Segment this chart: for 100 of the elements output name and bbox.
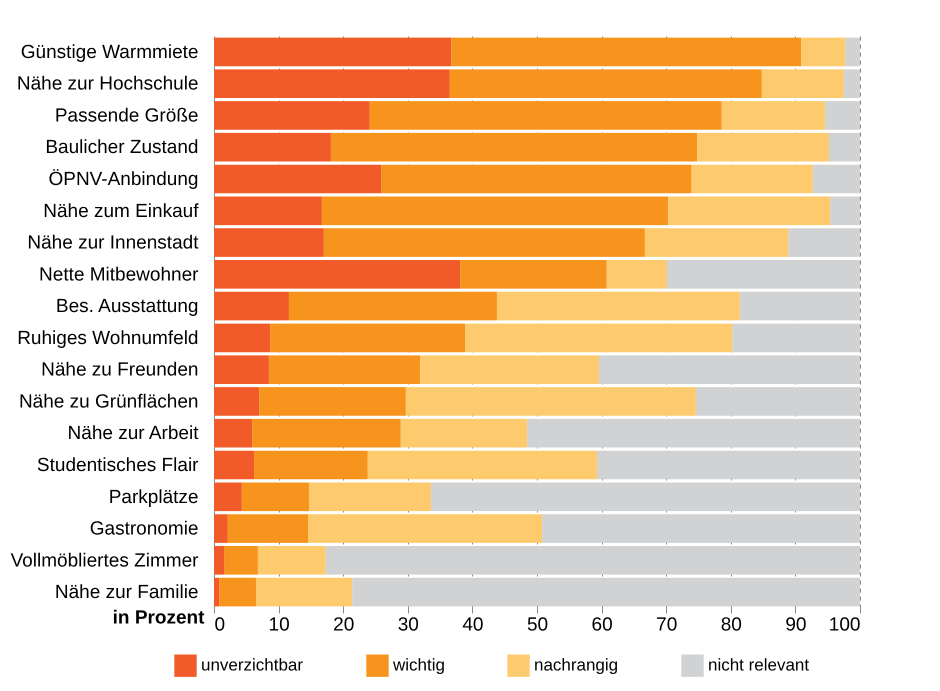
bar <box>214 387 260 416</box>
y-tick-label: Nähe zum Einkauf <box>43 200 200 222</box>
y-tick-label: Gastronomie <box>90 518 198 540</box>
bar <box>812 164 860 194</box>
bar <box>370 101 722 130</box>
y-tick-label: Nähe zur Familie <box>54 582 198 604</box>
y-tick-label: Studentisches Flair <box>36 455 200 476</box>
bar <box>644 228 788 257</box>
bar <box>845 38 860 66</box>
bar <box>740 292 860 320</box>
bar <box>326 546 860 575</box>
bar <box>214 578 220 606</box>
bar <box>696 387 860 416</box>
bar <box>288 292 497 320</box>
bar <box>460 260 607 289</box>
bar <box>606 260 667 289</box>
bar <box>830 196 860 226</box>
legend-label: nachrangig <box>534 656 618 675</box>
legend-label: wichtig <box>392 656 445 675</box>
bar <box>542 514 860 543</box>
x-tick-label: 60 <box>592 614 613 636</box>
bar <box>308 514 542 543</box>
bar <box>214 450 254 480</box>
bar <box>214 164 382 194</box>
y-tick-label: Parkplätze <box>108 486 198 508</box>
bar <box>697 132 829 162</box>
bar <box>527 418 860 448</box>
bar <box>420 355 600 384</box>
bar <box>254 450 368 480</box>
bar <box>308 482 432 512</box>
legend-label: nicht relevant <box>708 656 810 675</box>
bar <box>450 69 762 98</box>
bar <box>668 196 830 226</box>
bar <box>828 132 860 162</box>
bar <box>368 450 598 480</box>
bar <box>352 578 860 606</box>
bar <box>214 196 322 226</box>
bar <box>259 387 406 416</box>
y-tick-label: Bes. Ausstattung <box>56 296 198 318</box>
bar <box>722 101 826 130</box>
bar <box>691 164 813 194</box>
bar <box>214 38 452 66</box>
y-tick-label: Ruhiges Wohnumfeld <box>17 328 198 349</box>
bar <box>219 578 256 606</box>
bar <box>214 482 242 512</box>
bar <box>451 38 802 66</box>
bar <box>258 546 326 575</box>
bar <box>381 164 692 194</box>
bar <box>214 418 252 448</box>
bar <box>214 228 324 257</box>
bar <box>406 387 696 416</box>
bar <box>465 324 732 352</box>
bar <box>599 355 860 384</box>
bar <box>214 69 450 98</box>
bar <box>242 482 309 512</box>
bar <box>224 546 258 575</box>
bar <box>214 514 228 543</box>
y-tick-label: ÖPNV-Anbindung <box>48 169 198 190</box>
bar <box>324 228 645 257</box>
bar <box>496 292 740 320</box>
x-axis-title: in Prozent <box>112 608 206 628</box>
x-tick-label: 40 <box>462 614 484 636</box>
y-tick-label: Nähe zur Arbeit <box>68 423 200 444</box>
bar <box>214 101 370 130</box>
bar <box>732 324 860 352</box>
bar <box>597 450 860 480</box>
bar <box>825 101 860 130</box>
bar <box>214 132 331 162</box>
bar <box>252 418 401 448</box>
x-tick-label: 100 <box>828 614 860 636</box>
bar <box>214 292 289 320</box>
bar <box>431 482 860 512</box>
bar <box>214 324 270 352</box>
x-tick-label: 70 <box>656 614 678 636</box>
x-tick-label: 10 <box>268 614 290 636</box>
y-tick-label: Vollmöbliertes Zimmer <box>10 550 200 572</box>
y-tick-label: Nähe zu Freunden <box>41 360 198 381</box>
x-tick-label: 30 <box>398 614 419 636</box>
bar <box>270 324 466 352</box>
bar <box>322 196 668 226</box>
y-tick-label: Günstige Warmmiete <box>20 42 198 63</box>
bar <box>228 514 308 543</box>
bar <box>330 132 698 162</box>
bar <box>214 355 269 384</box>
bar <box>214 546 224 575</box>
bar <box>801 38 846 66</box>
y-tick-label: Nähe zur Innenstadt <box>27 232 200 254</box>
bar <box>666 260 860 289</box>
x-tick-label: 0 <box>214 614 226 636</box>
x-tick-label: 90 <box>785 614 806 636</box>
bar <box>256 578 352 606</box>
y-tick-label: Nette Mitbewohner <box>39 264 200 286</box>
x-tick-label: 20 <box>333 614 354 636</box>
y-tick-label: Nähe zur Hochschule <box>16 74 198 95</box>
bar <box>788 228 860 257</box>
bar <box>214 260 460 289</box>
bar <box>400 418 528 448</box>
legend-label: unverzichtbar <box>201 656 304 675</box>
bar <box>762 69 844 98</box>
y-tick-label: Nähe zu Grünflächen <box>18 391 198 412</box>
